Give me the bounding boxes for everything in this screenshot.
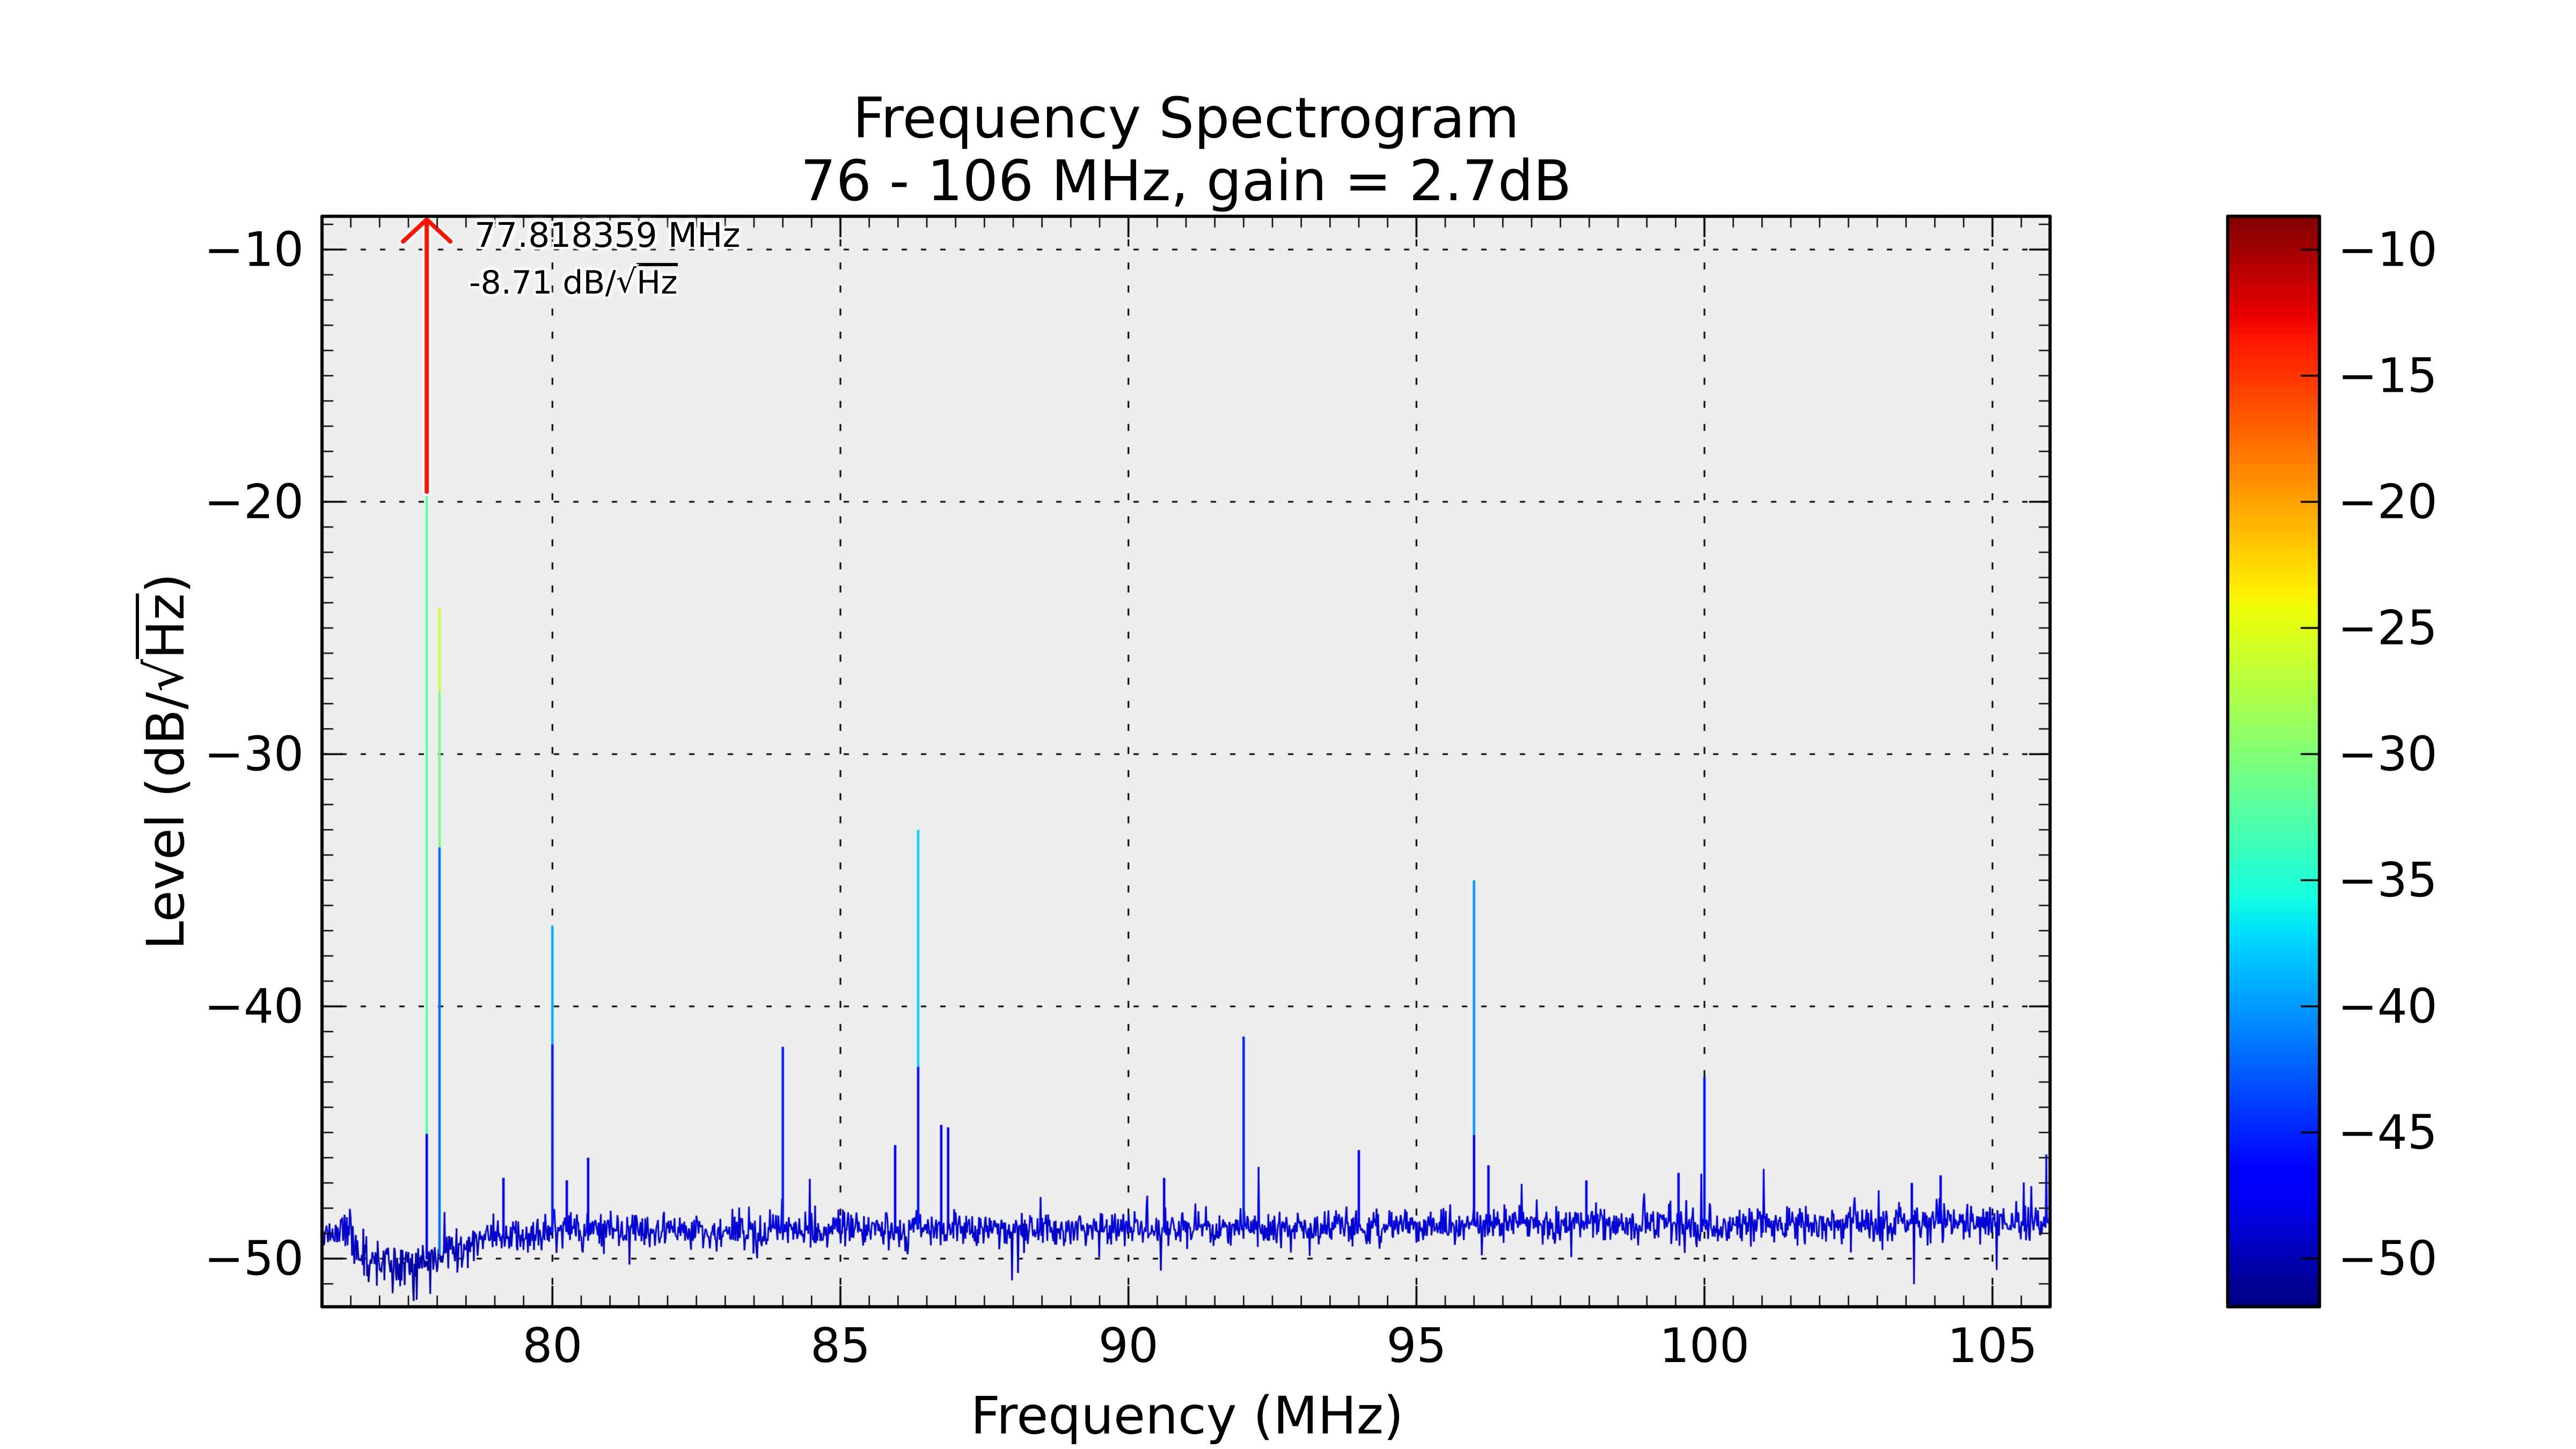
x-axis-label: Frequency (MHz) (970, 1386, 1404, 1446)
y-tick-label: −30 (204, 726, 304, 782)
colorbar-tick-label: −50 (2338, 1231, 2438, 1286)
sqrt-icon: √ (135, 659, 195, 692)
x-tick-label: 90 (1098, 1318, 1159, 1373)
colorbar-tick-label: −40 (2338, 978, 2438, 1034)
chart-title-block: Frequency Spectrogram 76 - 106 MHz, gain… (801, 87, 1572, 213)
annotation-level-unit: Hz (636, 263, 678, 302)
x-tick-label: 80 (522, 1318, 583, 1373)
colorbar-tick-label: −20 (2338, 474, 2438, 530)
x-tick-label: 85 (810, 1318, 870, 1373)
annotation-frequency-label: 77.818359 MHz (474, 216, 741, 255)
annotation-level-label: -8.71 dB/√Hz (469, 263, 678, 302)
chart-title: Frequency Spectrogram (852, 85, 1520, 151)
y-axis-label-suffix: ) (136, 573, 196, 594)
colorbar-tick-label: −25 (2338, 600, 2438, 656)
chart-subtitle: 76 - 106 MHz, gain = 2.7dB (800, 148, 1572, 214)
colorbar-tick-label: −15 (2338, 348, 2438, 404)
x-tick-label: 95 (1386, 1318, 1447, 1373)
sqrt-icon: √ (616, 263, 637, 301)
y-axis-label-unit: Hz (136, 593, 196, 660)
colorbar-tick-label: −35 (2338, 852, 2438, 908)
colorbar-tick-label: −45 (2338, 1104, 2438, 1160)
x-tick-label: 100 (1659, 1318, 1750, 1373)
colorbar-tick-label: −10 (2338, 222, 2438, 277)
y-axis-label-prefix: Level (dB/ (136, 692, 196, 950)
y-tick-label: −20 (204, 474, 304, 530)
y-axis-label: Level (dB/√Hz) (135, 573, 196, 950)
annotation-level-prefix: -8.71 dB/ (469, 264, 616, 302)
y-tick-label: −10 (204, 222, 304, 277)
y-tick-label: −40 (204, 978, 304, 1034)
colorbar-tick-label: −30 (2338, 726, 2438, 782)
y-tick-label: −50 (204, 1231, 304, 1286)
x-tick-label: 105 (1947, 1318, 2038, 1373)
